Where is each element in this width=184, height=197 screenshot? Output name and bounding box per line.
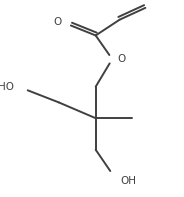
- Text: O: O: [117, 54, 125, 64]
- Text: OH: OH: [120, 176, 136, 186]
- Text: HO: HO: [0, 82, 14, 92]
- Text: O: O: [53, 17, 61, 27]
